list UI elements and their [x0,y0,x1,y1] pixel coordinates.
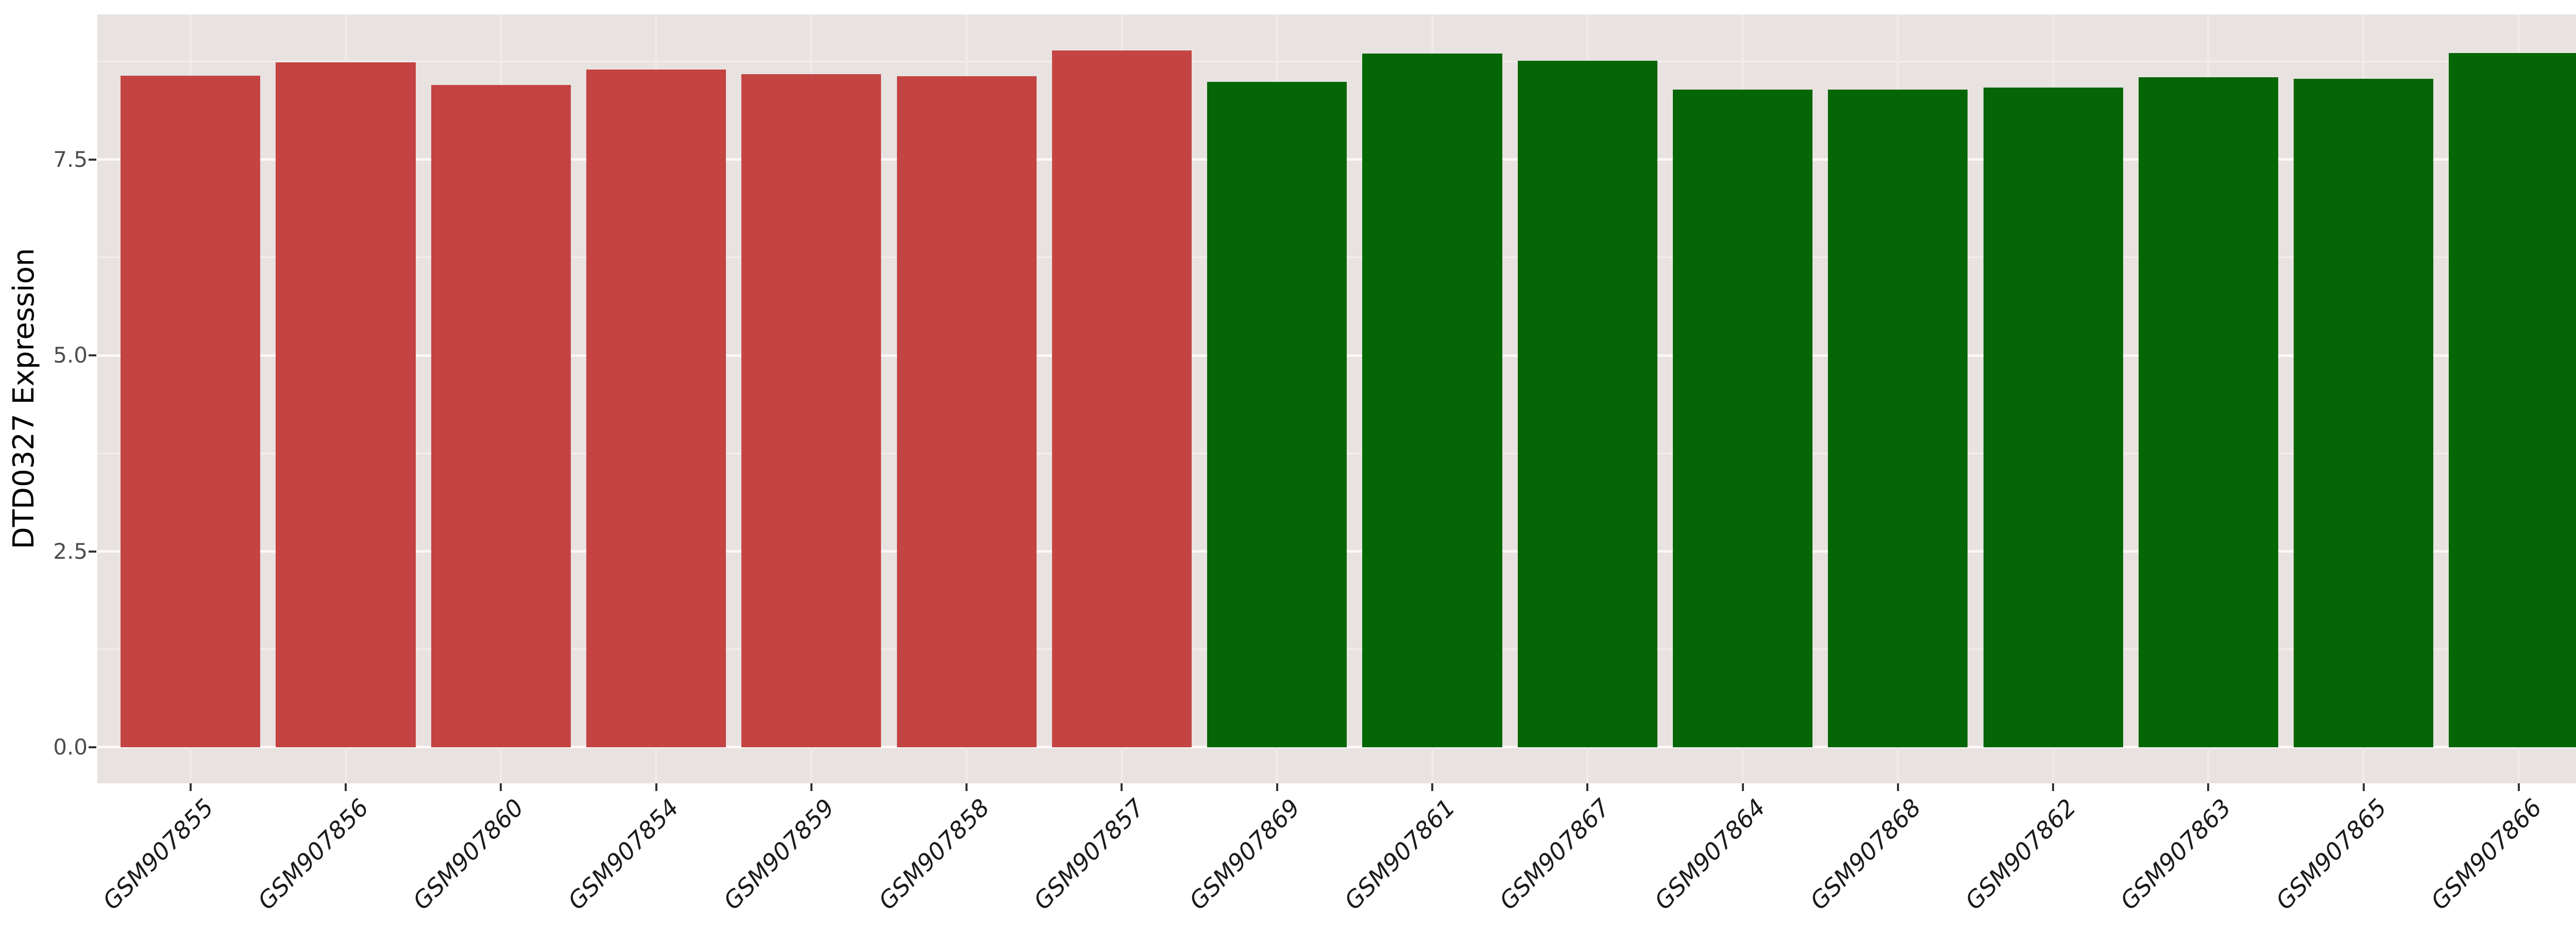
x-tick-mark [1586,783,1589,791]
y-tick-label: 7.5 [53,146,88,172]
y-axis-title: DTD0327 Expression [7,248,41,550]
x-tick-mark [500,783,502,791]
x-tick-label: GSM907858 [873,793,995,915]
x-tick-label: GSM907857 [1028,793,1150,915]
bar [276,62,416,747]
bar [1052,50,1192,747]
x-tick-label: GSM907864 [1649,793,1771,915]
bar [1672,90,1813,747]
x-tick-mark [1431,783,1433,791]
x-tick-label: GSM907859 [718,793,840,915]
bar [1517,60,1657,747]
x-tick-mark [965,783,968,791]
x-tick-label: GSM907854 [563,793,685,915]
x-tick-mark [2517,783,2520,791]
y-tick-mark [89,354,96,357]
y-tick-mark [89,158,96,161]
x-tick-mark [189,783,192,791]
bar [431,84,571,747]
x-tick-label: GSM907863 [2114,793,2237,915]
bar [586,69,726,747]
x-tick-label: GSM907862 [1959,793,2081,915]
x-tick-mark [345,783,347,791]
x-tick-label: GSM907866 [2425,793,2547,915]
x-tick-label: GSM907856 [252,793,374,915]
bar [2138,77,2278,747]
bar [896,76,1037,747]
bar [1207,81,1347,747]
bar [2294,78,2434,747]
y-tick-label: 0.0 [53,734,88,760]
bar [121,75,261,747]
y-tick-label: 5.0 [53,342,88,368]
x-tick-label: GSM907867 [1494,793,1616,915]
bar [2449,53,2576,747]
bar [1362,54,1502,747]
x-tick-label: GSM907869 [1183,793,1306,915]
x-tick-label: GSM907855 [97,793,219,915]
plot-panel [97,14,2576,783]
x-tick-mark [2362,783,2365,791]
x-tick-mark [655,783,657,791]
x-tick-label: GSM907868 [1804,793,1926,915]
x-tick-mark [810,783,812,791]
gridline-minor [97,60,2576,62]
x-tick-mark [1896,783,1899,791]
bar [741,74,882,747]
x-tick-mark [1121,783,1123,791]
y-tick-mark [89,746,96,748]
x-tick-mark [2207,783,2210,791]
y-tick-mark [89,550,96,553]
x-tick-label: GSM907865 [2270,793,2392,915]
x-tick-mark [1741,783,1744,791]
x-tick-mark [2052,783,2055,791]
x-tick-mark [1276,783,1278,791]
x-tick-label: GSM907861 [1338,793,1461,915]
x-tick-label: GSM907860 [407,793,530,915]
bar [1828,90,1968,747]
y-tick-label: 2.5 [53,538,88,564]
gridline-major [97,746,2576,749]
bar [1983,87,2123,747]
